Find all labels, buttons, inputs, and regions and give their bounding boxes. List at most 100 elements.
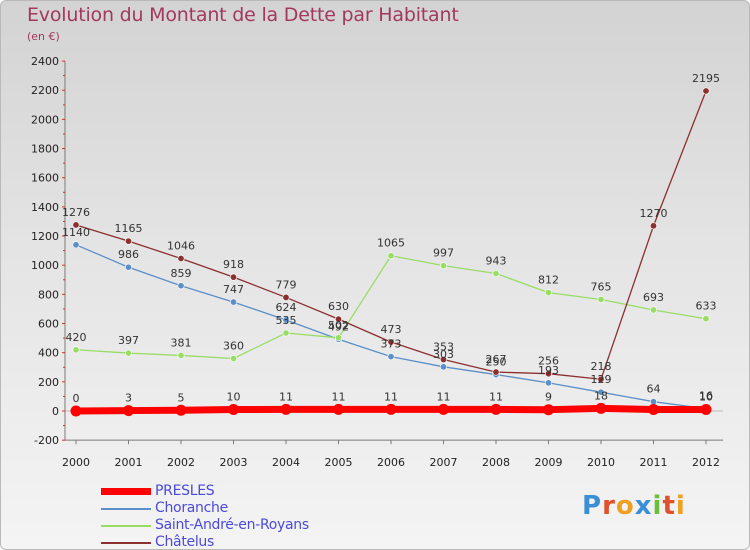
data-point [702,87,710,95]
data-point [282,316,290,324]
data-point [700,404,712,416]
data-label: 373 [381,338,402,351]
y-tick-label: 0 [52,405,59,418]
data-point [438,403,449,415]
x-tick-label: 2002 [167,456,195,469]
data-point [544,289,552,297]
legend-label: Châtelus [155,534,214,550]
data-point [333,403,344,415]
x-tick-label: 2005 [325,456,353,469]
y-tick-label: 2200 [31,84,59,97]
data-point [492,368,500,376]
x-tick-label: 2000 [62,456,90,469]
chart-title: Evolution du Montant de la Dette par Hab… [27,4,459,26]
data-point [544,379,552,387]
data-label: 5 [178,391,185,404]
data-label: 397 [118,334,139,347]
data-point [439,363,447,371]
data-point [597,375,605,383]
data-point [70,405,82,417]
data-label: 633 [696,300,717,313]
x-tick-label: 2010 [587,456,615,469]
data-point [72,346,80,354]
data-point [492,270,500,278]
y-tick-label: 2400 [31,55,59,68]
data-point [597,388,605,396]
data-label: 250 [486,356,507,369]
data-point [72,221,80,229]
x-tick-label: 2003 [220,456,248,469]
logo-letter: r [602,491,616,521]
data-label: 381 [171,336,192,349]
chart-subtitle: (en €) [27,30,60,43]
legend-label: PRESLES [155,483,215,499]
data-label: 812 [538,274,559,287]
y-tick-label: 1800 [31,143,59,156]
data-label: 693 [643,291,664,304]
data-label: 218 [591,360,612,373]
data-label: 1140 [62,226,90,239]
data-point [544,370,552,378]
data-point [334,334,342,342]
data-label: 1270 [640,207,668,220]
data-label: 492 [328,320,349,333]
data-label: 473 [381,323,402,336]
data-point [230,273,238,281]
data-label: 267 [486,353,507,366]
data-point [387,353,395,361]
data-point [595,402,607,414]
data-label: 3 [125,392,132,405]
data-label: 10 [699,391,713,404]
data-label: 997 [433,247,454,260]
x-tick-label: 2011 [640,456,668,469]
data-point [490,403,502,415]
x-tick-label: 2009 [535,456,563,469]
y-tick-label: 1000 [31,259,59,272]
y-tick-label: 800 [38,288,59,301]
legend-swatch [101,542,151,544]
y-tick-label: -200 [34,434,59,447]
data-label: 535 [276,314,297,327]
data-label: 624 [276,301,297,314]
legend-item: Saint-André-en-Royans [101,517,361,533]
data-label: 193 [538,364,559,377]
data-point [282,329,290,337]
data-label: 2195 [692,72,720,85]
data-point [543,404,554,416]
y-tick-label: 2000 [31,113,59,126]
data-point [334,315,342,323]
logo-letter: x [634,491,653,521]
data-label: 943 [486,255,507,268]
legend-label: Choranche [155,500,228,516]
data-point [230,298,238,306]
data-point [228,404,239,416]
legend-swatch [101,488,151,495]
data-point [649,398,657,406]
legend-item: Choranche [101,500,361,516]
data-point [177,351,185,359]
data-point [123,405,134,417]
logo-letter: i [652,491,663,521]
x-tick-label: 2006 [377,456,405,469]
x-tick-label: 2001 [115,456,143,469]
logo-letter: P [582,491,603,521]
x-tick-label: 2004 [272,456,300,469]
x-tick-label: 2008 [482,456,510,469]
y-tick-label: 600 [38,318,59,331]
data-label: 353 [433,341,454,354]
y-tick-label: 400 [38,347,59,360]
data-label: 630 [328,300,349,313]
logo-letter: i [675,491,686,521]
data-label: 129 [591,373,612,386]
data-point [125,263,133,271]
logo-letter: t [662,491,676,521]
data-label: 9 [545,391,552,404]
data-label: 256 [538,355,559,368]
data-label: 1276 [62,206,90,219]
data-label: 1046 [167,239,195,252]
data-label: 11 [437,390,451,403]
data-label: 11 [384,390,398,403]
data-point [439,356,447,364]
